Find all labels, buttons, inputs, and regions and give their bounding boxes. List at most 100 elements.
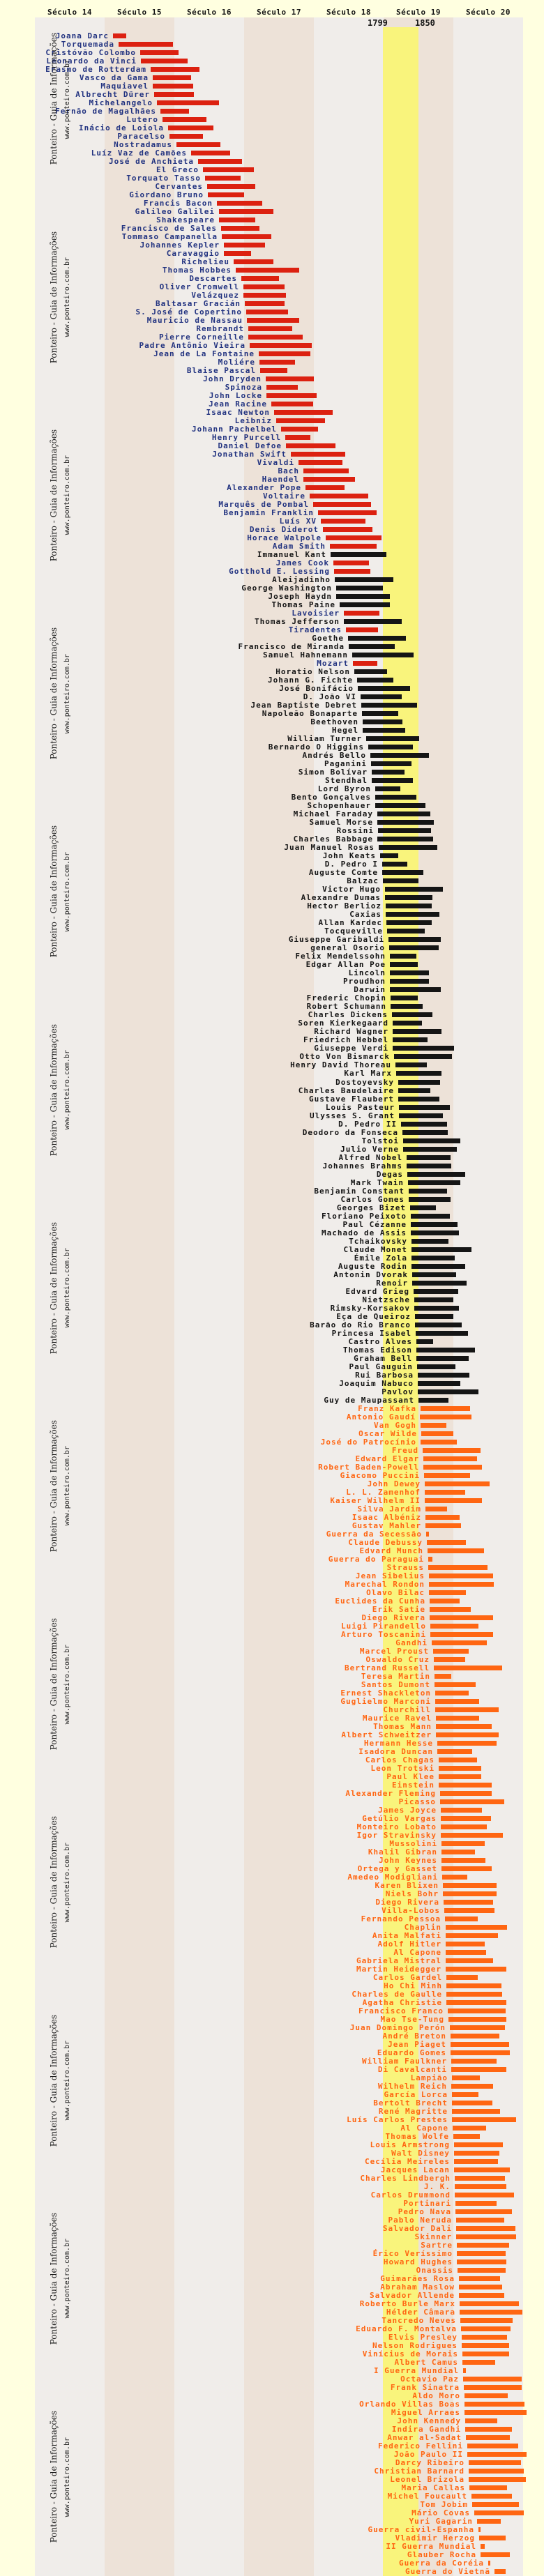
person-name: John Kennedy (397, 2416, 461, 2426)
person-name: Aleijadinho (272, 575, 331, 585)
lifespan-bar (437, 1740, 497, 1746)
lifespan-bar (260, 368, 287, 374)
timeline-row: Giuseppe Garibaldi (0, 936, 544, 944)
timeline-row: Michel Foucault (0, 2492, 544, 2501)
timeline-row: Tchaikovsky (0, 1237, 544, 1246)
timeline-row: Rembrandt (0, 325, 544, 333)
lifespan-bar (393, 1021, 422, 1026)
brand-vertical-text: Ponteiro - Guia de Informações (49, 2212, 59, 2345)
timeline-row: Francisco Franco (0, 2006, 544, 2015)
brand-vertical-text: Ponteiro - Guia de Informações (49, 825, 59, 958)
lifespan-bar (372, 778, 413, 784)
person-name: Guerra do Paraguai (328, 1554, 424, 1564)
lifespan-bar (380, 853, 398, 859)
timeline-row: Frank Sinatra (0, 2384, 544, 2392)
lifespan-bar (417, 1364, 455, 1369)
lifespan-bar (303, 468, 349, 474)
timeline-row: Khalil Gibran (0, 1847, 544, 1857)
person-name: Skinner (414, 2232, 452, 2242)
lifespan-bar (151, 67, 199, 73)
person-name: Caxias (349, 910, 381, 920)
person-name: William Faulkner (362, 2056, 447, 2066)
timeline-row: Edvard Munch (0, 1546, 544, 1555)
timeline-row: Cervantes (0, 183, 544, 191)
timeline-row: Jonathan Swift (0, 450, 544, 459)
band-end-year-label: 1850 (415, 18, 435, 28)
lifespan-bar (221, 226, 259, 231)
lifespan-bar (441, 1840, 485, 1846)
lifespan-bar (462, 2352, 509, 2357)
person-name: Soren Kierkegaard (298, 1019, 388, 1028)
person-name: Pedro Nava (398, 2207, 451, 2217)
century-label: Século 20 (465, 8, 511, 17)
timeline-row: Erik Satie (0, 1605, 544, 1614)
lifespan-bar (248, 335, 303, 340)
person-name: Vasco da Gama (79, 73, 149, 83)
timeline-row: Jacques Lacan (0, 2166, 544, 2174)
timeline-row: Antonin Dvorak (0, 1270, 544, 1279)
person-name: John Keats (322, 851, 376, 861)
lifespan-bar (409, 1196, 451, 1202)
timeline-row: Francisco de Miranda (0, 643, 544, 651)
timeline-row: Beethoven (0, 718, 544, 726)
timeline-row: Gustav Mahler (0, 1521, 544, 1530)
timeline-row: Giordano Bruno (0, 191, 544, 199)
person-name: Miguel Arraes (391, 2408, 460, 2418)
person-name: Portinari (403, 2199, 451, 2209)
person-name: Amedeo Modigliani (347, 1872, 438, 1882)
timeline-row: Bernardo O Higgins (0, 743, 544, 752)
brand-unit: Ponteiro - Guia de Informações www.pontei… (49, 627, 71, 759)
brand-unit: Ponteiro - Guia de Informações www.pontei… (49, 1618, 71, 1750)
lifespan-bar (448, 2016, 506, 2022)
lifespan-bar (416, 1355, 469, 1361)
lifespan-bar (259, 360, 295, 365)
person-name: Bach (278, 466, 299, 476)
person-name: Ho Chi Minh (384, 1981, 442, 1990)
timeline-row: Lampião (0, 2073, 544, 2082)
timeline-row: Samuel Morse (0, 818, 544, 827)
lifespan-bar (382, 870, 423, 876)
lifespan-bar (203, 167, 254, 173)
timeline-row: Amedeo Modigliani (0, 1873, 544, 1882)
person-name: Beethoven (310, 717, 358, 727)
person-name: Pierre Corneille (159, 333, 244, 342)
person-name: D. Pedro II (338, 1119, 397, 1129)
lifespan-bar (303, 477, 355, 482)
lifespan-bar (461, 2326, 511, 2332)
timeline-row: Silva Jardim (0, 1504, 544, 1514)
lifespan-bar (446, 1983, 501, 1988)
person-name: George Washington (241, 584, 332, 593)
lifespan-bar (344, 611, 379, 616)
lifespan-bar (310, 494, 368, 499)
century-label: Século 18 (326, 8, 372, 17)
lifespan-bar (401, 1121, 447, 1127)
person-name: Rossini (336, 826, 374, 836)
lifespan-bar (318, 510, 377, 516)
lifespan-bar (463, 2368, 466, 2374)
timeline-row: Elvis Presley (0, 2333, 544, 2342)
timeline-row: Luigi Pirandello (0, 1622, 544, 1631)
person-name: Federico Fellini (378, 2441, 463, 2451)
timeline-row: Rossini (0, 827, 544, 835)
timeline-row: Renoir (0, 1279, 544, 1288)
lifespan-bar (488, 2561, 490, 2566)
lifespan-bar (407, 1171, 465, 1177)
timeline-row: William Turner (0, 735, 544, 743)
lifespan-bar (442, 1874, 467, 1880)
person-name: Johann Pachelbel (192, 425, 277, 434)
person-name: Cristóvão Colombo (45, 48, 136, 57)
person-name: Hélder Câmara (386, 2308, 455, 2317)
timeline-row: Abraham Maslow (0, 2283, 544, 2292)
person-name: Thomas Edison (342, 1345, 412, 1355)
timeline-row: Mao Tse-Tung (0, 2015, 544, 2024)
person-name: Darcy Ribeiro (395, 2458, 464, 2468)
person-name: Francisco Franco (358, 2006, 444, 2015)
timeline-row: Degas (0, 1170, 544, 1179)
timeline-row: Gotthold E. Lessing (0, 567, 544, 576)
timeline-row: José do Patrocínio (0, 1438, 544, 1447)
person-name: Joana Darc (55, 31, 109, 40)
person-name: Claude Debussy (348, 1537, 423, 1547)
person-name: García Lorca (384, 2089, 448, 2099)
timeline-row: Hegel (0, 726, 544, 735)
person-name: S. José de Copertino (135, 307, 242, 317)
